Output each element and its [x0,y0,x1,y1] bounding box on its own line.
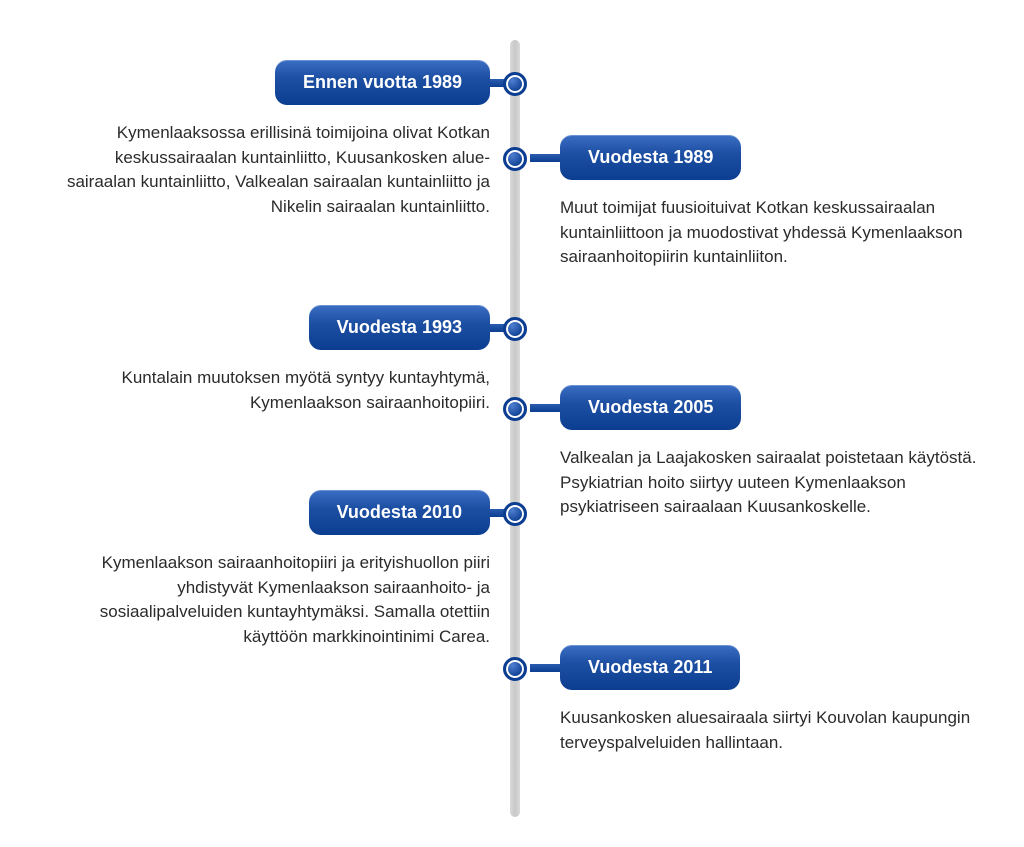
timeline-node-icon [503,147,527,171]
timeline-pill-label: Ennen vuotta 1989 [303,72,462,92]
timeline-pill-label: Vuodesta 2005 [588,397,713,417]
timeline-node-icon [503,72,527,96]
timeline-entry-1993: Vuodesta 1993 Kuntalain muutoksen myötä … [60,305,490,415]
timeline-connector [530,664,560,672]
timeline-body-text: Kuusankosken aluesairaala siirtyi Kouvol… [560,706,990,755]
timeline-body-text: Kymenlaaksossa erillisinä toimijoina oli… [60,121,490,220]
timeline-pill: Ennen vuotta 1989 [275,60,490,105]
timeline-node-icon [503,657,527,681]
timeline-node-icon [503,317,527,341]
timeline-entry-1989: Vuodesta 1989 Muut toimijat fuusioituiva… [560,135,990,270]
timeline-body-text: Muut toimijat fuusioituivat Kotkan kesku… [560,196,990,270]
timeline-pill-label: Vuodesta 1993 [337,317,462,337]
timeline-pill-label: Vuodesta 1989 [588,147,713,167]
timeline-pill: Vuodesta 2011 [560,645,740,690]
timeline-connector [530,154,560,162]
timeline-entry-2005: Vuodesta 2005 Valkealan ja Laajakosken s… [560,385,990,520]
timeline-pill-label: Vuodesta 2010 [337,502,462,522]
timeline-pill: Vuodesta 2010 [309,490,490,535]
timeline-entry-2011: Vuodesta 2011 Kuusankosken aluesairaala … [560,645,990,755]
timeline-node-icon [503,502,527,526]
timeline-pill: Vuodesta 1989 [560,135,741,180]
timeline-connector [530,404,560,412]
timeline-body-text: Valkealan ja Laajakosken sairaalat poist… [560,446,990,520]
timeline-node-icon [503,397,527,421]
timeline-pill: Vuodesta 1993 [309,305,490,350]
timeline-entry-pre1989: Ennen vuotta 1989 Kymenlaaksossa erillis… [60,60,490,220]
timeline-body-text: Kymenlaakson sairaanhoitopiiri ja erityi… [60,551,490,650]
timeline-pill: Vuodesta 2005 [560,385,741,430]
timeline-entry-2010: Vuodesta 2010 Kymenlaakson sairaanhoitop… [60,490,490,650]
timeline-body-text: Kuntalain muutoksen myötä syntyy kuntayh… [60,366,490,415]
timeline-pill-label: Vuodesta 2011 [588,657,712,677]
